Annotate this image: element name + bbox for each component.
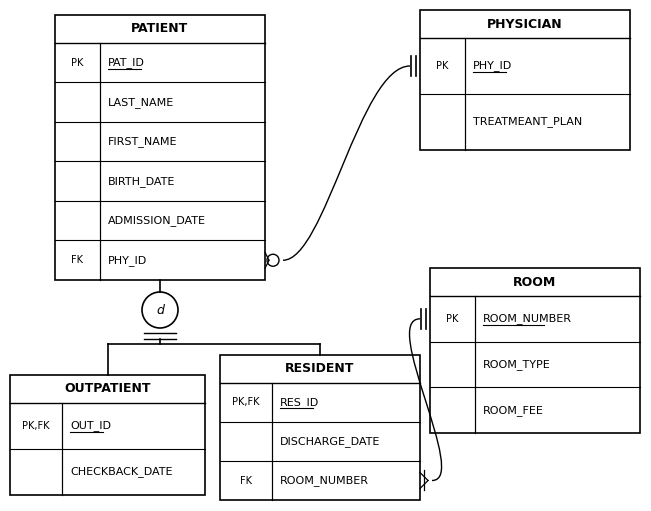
Text: TREATMEANT_PLAN: TREATMEANT_PLAN [473,117,582,127]
Text: PATIENT: PATIENT [132,22,189,35]
Text: FIRST_NAME: FIRST_NAME [108,136,178,147]
Text: PK: PK [436,61,449,71]
Text: ROOM_NUMBER: ROOM_NUMBER [483,313,572,324]
Text: BIRTH_DATE: BIRTH_DATE [108,176,175,187]
Bar [220,355,420,500]
Text: RESIDENT: RESIDENT [285,362,355,376]
Text: OUTPATIENT: OUTPATIENT [64,383,151,396]
Text: FK: FK [72,256,83,265]
Text: ADMISSION_DATE: ADMISSION_DATE [108,215,206,226]
Text: DISCHARGE_DATE: DISCHARGE_DATE [280,436,380,447]
Bar [420,10,630,150]
Text: OUT_ID: OUT_ID [70,421,111,431]
Text: ROOM_NUMBER: ROOM_NUMBER [280,475,369,486]
Text: PHY_ID: PHY_ID [473,60,512,72]
Text: d: d [156,304,164,316]
Text: FK: FK [240,476,252,485]
Text: RES_ID: RES_ID [280,397,319,408]
Text: ROOM_FEE: ROOM_FEE [483,405,544,415]
Text: CHECKBACK_DATE: CHECKBACK_DATE [70,467,173,477]
Text: PAT_ID: PAT_ID [108,57,145,68]
Bar [430,268,640,433]
Text: ROOM: ROOM [514,275,557,289]
Text: ROOM_TYPE: ROOM_TYPE [483,359,551,370]
Bar [10,375,205,495]
Text: LAST_NAME: LAST_NAME [108,97,174,108]
Bar [55,15,265,280]
Text: PHYSICIAN: PHYSICIAN [487,17,563,31]
Text: PK: PK [72,58,84,68]
Text: PK,FK: PK,FK [232,398,260,407]
Text: PHY_ID: PHY_ID [108,255,147,266]
Text: PK,FK: PK,FK [22,421,49,431]
Text: PK: PK [447,314,459,324]
